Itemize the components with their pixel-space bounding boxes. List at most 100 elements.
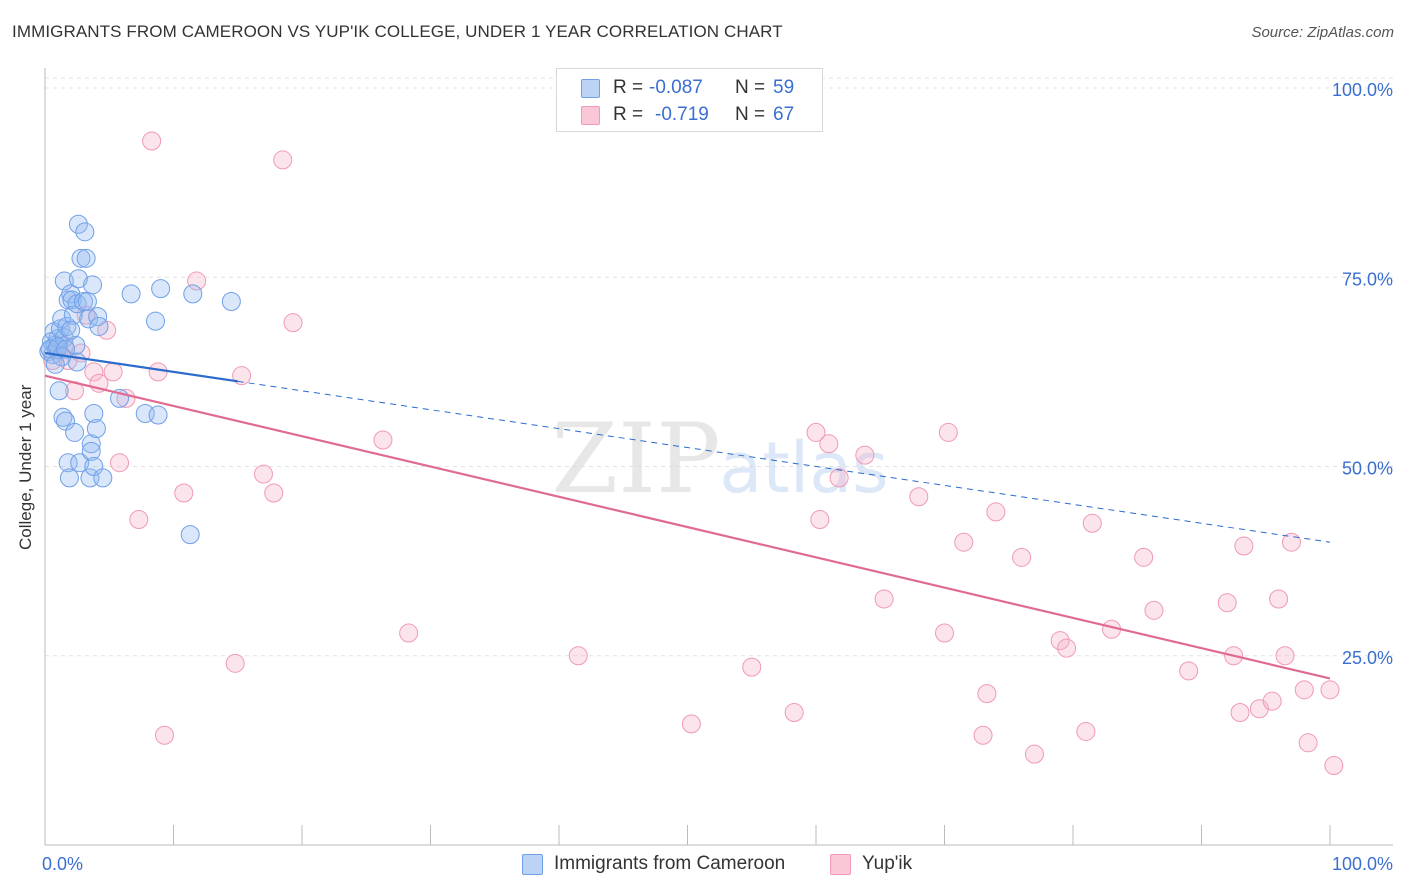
- cameroon-point: [68, 269, 88, 289]
- yupik-point: [174, 483, 194, 503]
- legend-row-cameroon: R = -0.087 N = 59: [557, 75, 822, 101]
- yupik-point: [110, 453, 130, 473]
- cameroon-trendline-extension: [237, 380, 1331, 543]
- yupik-point: [1082, 513, 1102, 533]
- cameroon-point: [81, 441, 101, 461]
- yupik-point: [1230, 703, 1250, 723]
- yupik-point: [1262, 691, 1282, 711]
- yupik-point: [742, 657, 762, 677]
- yupik-point: [1294, 680, 1314, 700]
- yupik-point: [1134, 547, 1154, 567]
- cameroon-point: [75, 222, 95, 242]
- yupik-point: [986, 502, 1006, 522]
- cameroon-point: [89, 316, 109, 336]
- yupik-point: [264, 483, 284, 503]
- yupik-point: [855, 445, 875, 465]
- yupik-point: [1269, 589, 1289, 609]
- yupik-point: [977, 684, 997, 704]
- legend-swatch-pink: [581, 106, 600, 125]
- yupik-point: [938, 422, 958, 442]
- yupik-point: [84, 362, 104, 382]
- legend-r-value: -0.087: [649, 77, 703, 98]
- chart-title: IMMIGRANTS FROM CAMEROON VS YUP'IK COLLE…: [12, 22, 783, 41]
- cameroon-point: [180, 525, 200, 545]
- yupik-point: [273, 150, 293, 170]
- cameroon-point: [83, 275, 103, 295]
- yupik-point: [373, 430, 393, 450]
- cameroon-point: [86, 419, 106, 439]
- cameroon-point: [148, 405, 168, 425]
- yupik-point: [784, 703, 804, 723]
- legend-n-label: N =: [735, 77, 766, 98]
- x-tick-label: 0.0%: [42, 854, 83, 874]
- legend-r-label: R =: [613, 77, 644, 98]
- cameroon-point: [71, 248, 91, 268]
- yupik-trendline: [44, 374, 1331, 680]
- yupik-point: [1012, 547, 1032, 567]
- legend-r-label: R =: [613, 104, 644, 125]
- watermark: ZIP atlas: [551, 403, 888, 515]
- yupik-point: [142, 131, 162, 151]
- watermark-zip: ZIP: [551, 403, 720, 515]
- yupik-point: [810, 509, 830, 529]
- cameroon-point: [88, 307, 108, 327]
- yupik-point: [1320, 680, 1340, 700]
- cameroon-point: [81, 434, 101, 454]
- cameroon-point: [45, 354, 65, 374]
- legend-label: Yup'ik: [862, 853, 913, 874]
- watermark-atlas: atlas: [719, 427, 888, 509]
- cameroon-point: [76, 248, 96, 268]
- yupik-point: [1076, 721, 1096, 741]
- cameroon-point: [151, 279, 171, 299]
- correlation-legend: R = -0.087 N = 59 R = -0.719 N = 67: [556, 68, 823, 132]
- yupik-point: [399, 623, 419, 643]
- yupik-point: [681, 714, 701, 734]
- legend-n-value: 59: [773, 77, 795, 98]
- y-axis-label: College, Under 1 year: [16, 384, 35, 550]
- y-tick-label: 25.0%: [1342, 648, 1393, 668]
- cameroon-point: [61, 320, 81, 340]
- cameroon-point: [58, 453, 78, 473]
- legend-n-value: 67: [773, 104, 795, 125]
- yupik-point: [129, 509, 149, 529]
- legend-swatch-blue: [581, 79, 600, 98]
- yupik-point: [806, 422, 826, 442]
- yupik-point: [1050, 631, 1070, 651]
- cameroon-point: [49, 381, 69, 401]
- cameroon-point: [53, 407, 73, 427]
- legend-r-value: -0.719: [655, 104, 709, 125]
- yupik-point: [103, 362, 123, 382]
- yupik-point: [874, 589, 894, 609]
- yupik-point: [1057, 638, 1077, 658]
- yupik-point: [253, 464, 273, 484]
- yupik-point: [187, 271, 207, 291]
- cameroon-point: [77, 291, 97, 311]
- yupik-point: [1217, 593, 1237, 613]
- y-tick-label: 50.0%: [1342, 459, 1393, 479]
- yupik-point: [973, 725, 993, 745]
- yupik-point: [148, 362, 168, 382]
- cameroon-point: [121, 284, 141, 304]
- yupik-point: [225, 653, 245, 673]
- yupik-point: [1144, 600, 1164, 620]
- legend-n-label: N =: [735, 104, 766, 125]
- yupik-point: [1275, 646, 1295, 666]
- yupik-point: [155, 725, 175, 745]
- source-credit: Source: ZipAtlas.com: [1251, 24, 1394, 41]
- cameroon-point: [70, 453, 90, 473]
- legend-row-yupik: R = -0.719 N = 67: [557, 102, 822, 128]
- y-tick-label: 75.0%: [1342, 269, 1393, 289]
- cameroon-point: [84, 404, 104, 424]
- cameroon-point: [68, 214, 88, 234]
- yupik-point: [1179, 661, 1199, 681]
- cameroon-point: [183, 284, 203, 304]
- yupik-point: [1281, 532, 1301, 552]
- cameroon-point: [146, 311, 166, 331]
- cameroon-point: [56, 339, 76, 359]
- yupik-point: [1298, 733, 1318, 753]
- cameroon-point: [59, 468, 79, 488]
- yupik-point: [283, 313, 303, 333]
- cameroon-point: [57, 316, 77, 336]
- yupik-point: [1024, 744, 1044, 764]
